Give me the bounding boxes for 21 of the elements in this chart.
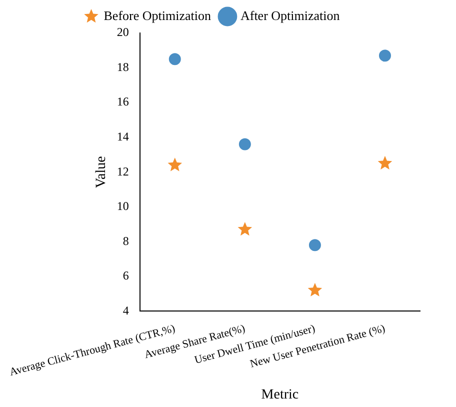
y-tick-label: 14 [116, 129, 129, 144]
point [238, 222, 252, 236]
legend-label: After Optimization [240, 8, 340, 23]
point [168, 158, 182, 172]
y-tick-label: 16 [116, 94, 129, 109]
point [308, 282, 322, 296]
point [378, 50, 391, 62]
y-tick-label: 6 [122, 268, 129, 283]
legend-label: Before Optimization [104, 8, 212, 23]
y-axis-title: Value [94, 156, 110, 188]
x-axis-title: Metric [261, 387, 299, 402]
point [378, 156, 392, 170]
y-tick-label: 20 [116, 25, 129, 40]
y-tick-label: 18 [116, 60, 129, 74]
point [168, 53, 181, 66]
y-tick-label: 8 [122, 234, 129, 248]
y-tick-label: 12 [116, 164, 129, 178]
point [238, 138, 251, 150]
y-tick-label: 4 [122, 303, 129, 318]
y-tick-label: 10 [116, 199, 129, 214]
point [308, 239, 321, 252]
